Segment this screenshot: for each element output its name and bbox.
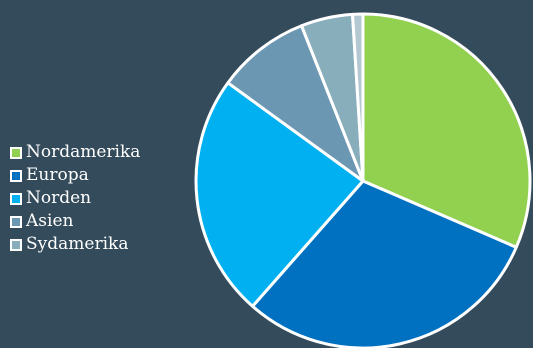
pie-slice-asien-3 [226, 24, 365, 183]
legend-label-sydamerika: Sydamerika [26, 234, 129, 254]
pie-slice-other-5 [351, 12, 365, 183]
pie-slice-nordamerika-0 [361, 12, 532, 249]
legend-swatch-norden [10, 192, 22, 205]
legend-item-sydamerika: Sydamerika [10, 233, 140, 256]
legend: Nordamerika Europa Norden Asien Sydameri… [10, 141, 140, 256]
pie-slice-norden-2 [194, 81, 365, 308]
pie-slice-europa-1 [251, 179, 518, 348]
legend-label-asien: Asien [26, 211, 74, 231]
legend-swatch-asien [10, 215, 22, 228]
legend-swatch-nordamerika [10, 146, 22, 159]
legend-label-norden: Norden [26, 188, 92, 208]
legend-item-norden: Norden [10, 187, 140, 210]
legend-label-nordamerika: Nordamerika [26, 142, 141, 162]
legend-swatch-sydamerika [10, 238, 22, 251]
legend-item-nordamerika: Nordamerika [10, 141, 140, 164]
legend-item-europa: Europa [10, 164, 140, 187]
legend-swatch-europa [10, 169, 22, 182]
legend-label-europa: Europa [26, 165, 89, 185]
legend-item-asien: Asien [10, 210, 140, 233]
